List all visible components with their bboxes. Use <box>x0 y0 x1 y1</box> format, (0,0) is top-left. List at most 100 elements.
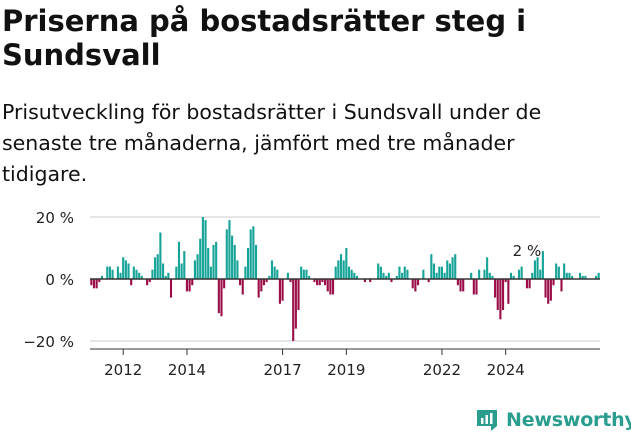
bar <box>207 248 210 279</box>
bar <box>528 279 531 289</box>
bar <box>183 251 186 279</box>
bar <box>231 235 234 279</box>
bar <box>316 279 319 286</box>
bar <box>363 279 366 283</box>
x-tick-label: 2012 <box>104 361 142 379</box>
bar <box>297 279 300 310</box>
bar <box>108 266 111 279</box>
bar <box>443 272 446 279</box>
bar <box>416 279 420 286</box>
bar <box>130 279 133 286</box>
bar <box>406 269 409 279</box>
bar <box>260 279 263 292</box>
bar <box>122 257 125 279</box>
bar <box>483 269 486 279</box>
bar <box>241 279 244 295</box>
bar <box>427 279 430 283</box>
bar <box>475 279 478 295</box>
newsworthy-logo[interactable]: Newsworthy <box>474 407 631 433</box>
bar <box>116 266 119 279</box>
bar <box>517 269 521 279</box>
bar <box>560 279 563 292</box>
bar <box>201 217 204 279</box>
bar <box>454 254 457 279</box>
bar <box>512 275 515 279</box>
y-tick-label: −20 % <box>23 333 74 351</box>
bar <box>215 241 218 279</box>
bar <box>135 269 138 279</box>
bar <box>246 248 250 279</box>
bar <box>563 263 566 279</box>
bar <box>236 260 239 279</box>
bar <box>339 254 343 279</box>
bar <box>382 272 385 279</box>
bar <box>100 275 104 279</box>
bar <box>549 279 552 301</box>
bar <box>233 244 236 279</box>
chart-title: Priserna på bostadsrätter steg i Sundsva… <box>2 4 527 72</box>
bar <box>169 279 173 298</box>
bar <box>486 257 489 279</box>
bar <box>276 269 279 279</box>
bar <box>377 263 380 279</box>
bar <box>193 260 196 279</box>
bar <box>324 279 327 286</box>
newsworthy-logo-text: Newsworthy <box>506 409 631 431</box>
bar <box>308 275 311 279</box>
bar <box>257 279 260 298</box>
bar <box>262 279 266 286</box>
bar <box>430 254 433 279</box>
bar <box>446 260 449 279</box>
x-tick-label: 2024 <box>487 361 525 379</box>
annotation-label: 2 % <box>513 242 542 260</box>
bar <box>411 279 414 289</box>
bar <box>571 275 574 279</box>
bar <box>470 272 473 279</box>
bar <box>401 272 404 279</box>
bar <box>225 229 228 279</box>
bar <box>289 279 292 283</box>
bar <box>478 269 481 279</box>
bar <box>552 279 555 286</box>
bar <box>318 279 321 286</box>
bar <box>95 279 98 289</box>
bar <box>472 279 475 295</box>
bar <box>239 279 242 286</box>
bar <box>212 244 215 279</box>
bar <box>422 269 425 279</box>
bar <box>177 241 181 279</box>
bar <box>217 279 220 314</box>
bar <box>385 275 388 279</box>
bar <box>387 272 390 279</box>
bar <box>161 263 165 279</box>
bar <box>148 279 151 283</box>
bar <box>223 279 226 289</box>
bar <box>507 279 510 304</box>
bar <box>90 279 93 286</box>
bar <box>414 279 417 292</box>
bar <box>278 279 281 304</box>
bar <box>196 254 199 279</box>
bar-chart: 20 % 0 % −20 % 2012 2014 2017 2019 2022 2024 2 % <box>23 209 600 379</box>
bar <box>244 266 247 279</box>
bar <box>525 279 529 289</box>
bar <box>191 279 194 286</box>
bar <box>597 272 600 279</box>
x-tick-label: 2014 <box>168 361 206 379</box>
bar <box>504 279 507 283</box>
bar <box>151 269 154 279</box>
bar <box>539 269 542 279</box>
bar <box>432 263 436 279</box>
bar <box>509 272 513 279</box>
bar <box>270 260 274 279</box>
bar <box>565 272 568 279</box>
y-tick-label: 20 % <box>36 209 74 227</box>
newsworthy-logo-icon <box>477 410 497 431</box>
bar <box>164 275 167 279</box>
bar <box>204 220 207 279</box>
bar <box>533 260 536 279</box>
x-tick-label: 2017 <box>263 361 301 379</box>
bar <box>350 269 353 279</box>
bar <box>448 263 451 279</box>
bar <box>300 266 303 279</box>
